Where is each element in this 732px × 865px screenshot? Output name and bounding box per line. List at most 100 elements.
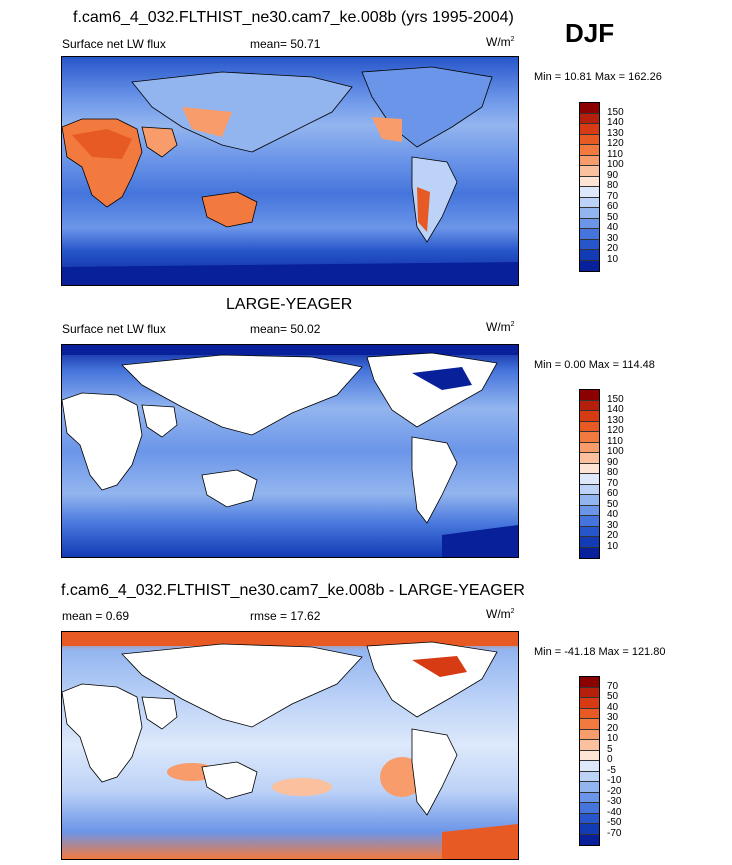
colorbar-tick-label: 130: [607, 127, 624, 139]
panel-3-units-text: W/m: [486, 607, 511, 621]
colorbar-tick-label: -5: [607, 764, 616, 776]
colorbar-swatch: [580, 813, 599, 824]
colorbar-swatch: [580, 537, 599, 548]
colorbar-swatch: [580, 145, 599, 156]
colorbar-tick-label: 10: [607, 253, 619, 265]
panel-3-mean: mean = 0.69: [62, 609, 130, 623]
colorbar-tick-label: 50: [607, 691, 619, 702]
colorbar-tick-label: 5: [607, 743, 613, 755]
colorbar-swatch: [580, 824, 599, 835]
panel-2-minmax: Min = 0.00 Max = 114.48: [534, 359, 655, 371]
colorbar-swatch: [580, 187, 599, 198]
panel-2-mean-value: 50.02: [290, 322, 321, 336]
colorbar-swatch: [580, 719, 599, 730]
colorbar-tick-label: -70: [607, 827, 622, 839]
colorbar-tick-label: -50: [607, 817, 622, 828]
colorbar-swatch: [580, 208, 599, 219]
colorbar-tick-label: 40: [607, 222, 619, 233]
colorbar-swatch: [580, 400, 599, 411]
colorbar-swatch: [580, 463, 599, 474]
colorbar-tick-label: 90: [607, 169, 619, 181]
colorbar-tick-label: 140: [607, 404, 624, 415]
colorbar-swatch: [580, 442, 599, 453]
colorbar-swatch: [580, 229, 599, 240]
panel-2-title: LARGE-YEAGER: [226, 296, 353, 313]
colorbar-tick-label: 100: [607, 159, 624, 170]
colorbar-swatch: [580, 260, 599, 271]
panel-3-units-sup: 2: [510, 608, 515, 615]
colorbar-swatch: [580, 708, 599, 719]
colorbar-tick-label: 20: [607, 243, 619, 254]
panel-1-mean-label: mean=: [250, 37, 288, 51]
colorbar-tick-label: 110: [607, 148, 623, 160]
colorbar-tick-label: 80: [607, 180, 619, 191]
panel-2-units-text: W/m: [486, 320, 511, 334]
colorbar-swatch: [580, 432, 599, 443]
colorbar-tick-label: 70: [607, 477, 619, 489]
panel-1-minmax: Min = 10.81 Max = 162.26: [534, 71, 662, 83]
colorbar-tick-label: 130: [607, 414, 624, 426]
colorbar-tick-label: 120: [607, 425, 624, 436]
colorbar-swatch: [580, 526, 599, 537]
panel-3-minmax: Min = -41.18 Max = 121.80: [534, 646, 666, 658]
panel-1-mean-value: 50.71: [290, 37, 321, 51]
colorbar-swatch: [580, 771, 599, 782]
panel-2-colorbar: [579, 389, 600, 559]
panel-2-variable-label: Surface net LW flux: [62, 322, 166, 336]
colorbar-swatch: [580, 834, 599, 845]
colorbar-tick-label: 10: [607, 733, 619, 744]
panel-3-units: W/m2: [486, 607, 515, 621]
colorbar-tick-label: 30: [607, 232, 619, 244]
colorbar-swatch: [580, 740, 599, 751]
colorbar-tick-label: 70: [607, 190, 619, 202]
colorbar-swatch: [580, 453, 599, 464]
colorbar-swatch: [580, 166, 599, 177]
colorbar-swatch: [580, 474, 599, 485]
colorbar-swatch: [580, 155, 599, 166]
colorbar-tick-label: -20: [607, 785, 622, 797]
colorbar-tick-label: 50: [607, 498, 619, 510]
colorbar-tick-label: 20: [607, 722, 619, 734]
colorbar-swatch: [580, 505, 599, 516]
colorbar-tick-label: 100: [607, 446, 624, 457]
panel-3-rmse-value: 17.62: [290, 609, 321, 623]
colorbar-tick-label: 40: [607, 701, 619, 713]
colorbar-swatch: [580, 484, 599, 495]
panel-3-title: f.cam6_4_032.FLTHIST_ne30.cam7_ke.008b -…: [61, 582, 525, 599]
colorbar-swatch: [580, 547, 599, 558]
colorbar-swatch: [580, 197, 599, 208]
colorbar-swatch: [580, 421, 599, 432]
colorbar-swatch: [580, 677, 599, 688]
colorbar-tick-label: 140: [607, 117, 624, 128]
colorbar-tick-label: 30: [607, 712, 619, 723]
colorbar-swatch: [580, 687, 599, 698]
colorbar-tick-label: 70: [607, 680, 619, 692]
colorbar-tick-label: 0: [607, 754, 613, 765]
panel-2-mean: mean= 50.02: [250, 322, 320, 336]
colorbar-tick-label: 30: [607, 519, 619, 531]
colorbar-swatch: [580, 792, 599, 803]
colorbar-swatch: [580, 495, 599, 506]
colorbar-tick-label: 40: [607, 509, 619, 520]
panel-1-units: W/m2: [486, 35, 515, 49]
colorbar-tick-label: 80: [607, 467, 619, 478]
colorbar-tick-label: 150: [607, 393, 624, 405]
colorbar-tick-label: -40: [607, 806, 622, 818]
panel-2-units: W/m2: [486, 320, 515, 334]
panel-3-rmse-label: rmse =: [250, 609, 288, 623]
panel-2-map: [61, 344, 519, 558]
colorbar-tick-label: 60: [607, 488, 619, 499]
panel-1-map: [61, 56, 519, 286]
panel-1-colorbar: [579, 102, 600, 272]
colorbar-swatch: [580, 729, 599, 740]
panel-1-units-text: W/m: [486, 35, 511, 49]
panel-3-rmse: rmse = 17.62: [250, 609, 320, 623]
colorbar-tick-label: -30: [607, 796, 622, 807]
colorbar-swatch: [580, 782, 599, 793]
colorbar-swatch: [580, 239, 599, 250]
colorbar-swatch: [580, 390, 599, 401]
colorbar-tick-label: 50: [607, 211, 619, 223]
colorbar-tick-label: 120: [607, 138, 624, 149]
colorbar-swatch: [580, 250, 599, 261]
panel-3-map: [61, 631, 519, 860]
